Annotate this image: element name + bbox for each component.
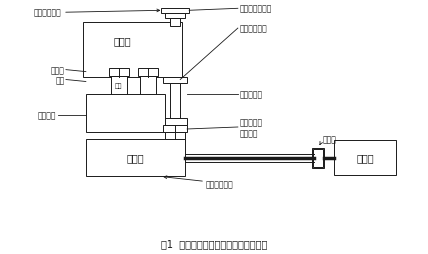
Bar xyxy=(107,96,131,104)
Bar xyxy=(83,23,182,77)
Text: 轧机托架: 轧机托架 xyxy=(38,111,56,120)
Bar xyxy=(86,95,165,132)
Bar xyxy=(139,68,158,76)
Text: 花键轴: 花键轴 xyxy=(51,66,65,75)
Text: 减速机: 减速机 xyxy=(114,36,131,46)
Bar xyxy=(165,14,185,19)
Text: 图1  轧机减速机及相关部件连接示意图: 图1 轧机减速机及相关部件连接示意图 xyxy=(161,238,267,248)
Text: 减速机输入轴: 减速机输入轴 xyxy=(240,24,268,34)
Text: 减速机输入轴: 减速机输入轴 xyxy=(33,9,61,18)
Text: 轧辊: 轧辊 xyxy=(56,76,65,85)
Bar xyxy=(170,84,180,119)
Text: 离合器: 离合器 xyxy=(322,135,336,144)
Text: 伞齿箱输出轴: 伞齿箱输出轴 xyxy=(206,179,234,188)
Text: 长筒联轴器: 长筒联轴器 xyxy=(240,90,263,100)
Text: 轧机: 轧机 xyxy=(115,83,122,89)
Bar xyxy=(163,125,187,132)
Bar xyxy=(86,139,185,177)
Text: 伞齿箱输出
密封压盖: 伞齿箱输出 密封压盖 xyxy=(240,118,263,137)
Bar xyxy=(140,76,156,96)
Bar xyxy=(163,119,187,125)
Text: 伞齿箱: 伞齿箱 xyxy=(127,153,144,163)
Text: 输入轴密封压盖: 输入轴密封压盖 xyxy=(240,5,272,14)
Bar xyxy=(313,149,323,167)
Bar xyxy=(137,96,160,104)
Bar xyxy=(170,19,180,27)
Bar xyxy=(334,140,396,176)
Bar xyxy=(165,132,185,139)
Bar xyxy=(109,68,128,76)
Bar xyxy=(161,9,189,14)
Bar xyxy=(111,76,127,96)
Bar xyxy=(312,148,324,168)
Bar xyxy=(163,77,187,84)
Text: 电动机: 电动机 xyxy=(356,153,374,163)
